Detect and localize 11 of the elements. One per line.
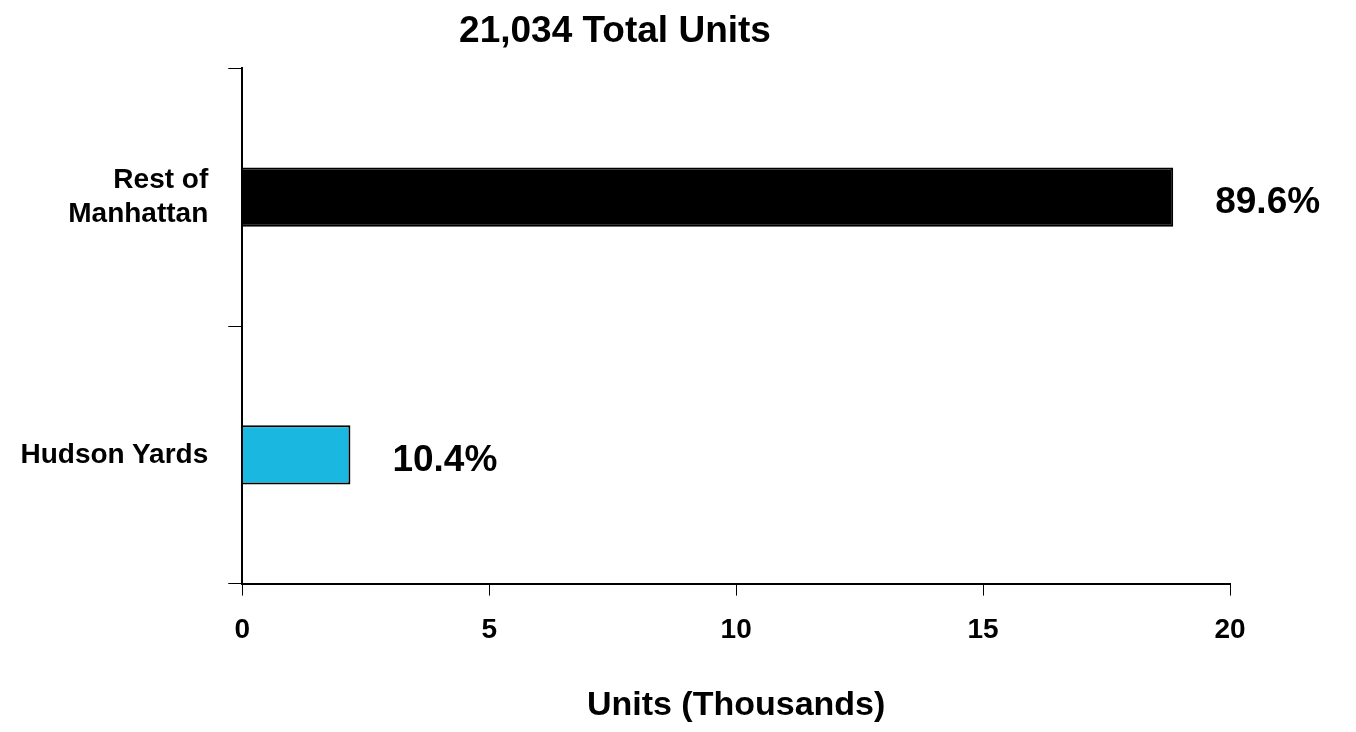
x-tick-label: 10 [720, 613, 752, 645]
x-tick-label: 15 [967, 613, 999, 645]
y-tick-label: Rest of Manhattan [68, 163, 209, 228]
annotation: 89.6% [1215, 180, 1321, 222]
x-tick-label: 5 [481, 613, 497, 645]
x-axis-title: Units (Thousands) [586, 683, 886, 722]
x-tick-label: 20 [1214, 613, 1246, 645]
x-tick-label: 0 [234, 613, 251, 645]
y-tick-label: Hudson Yards [20, 437, 209, 469]
annotation: 10.4% [392, 438, 498, 479]
chart-title: 21,034 Total Units [459, 9, 771, 51]
